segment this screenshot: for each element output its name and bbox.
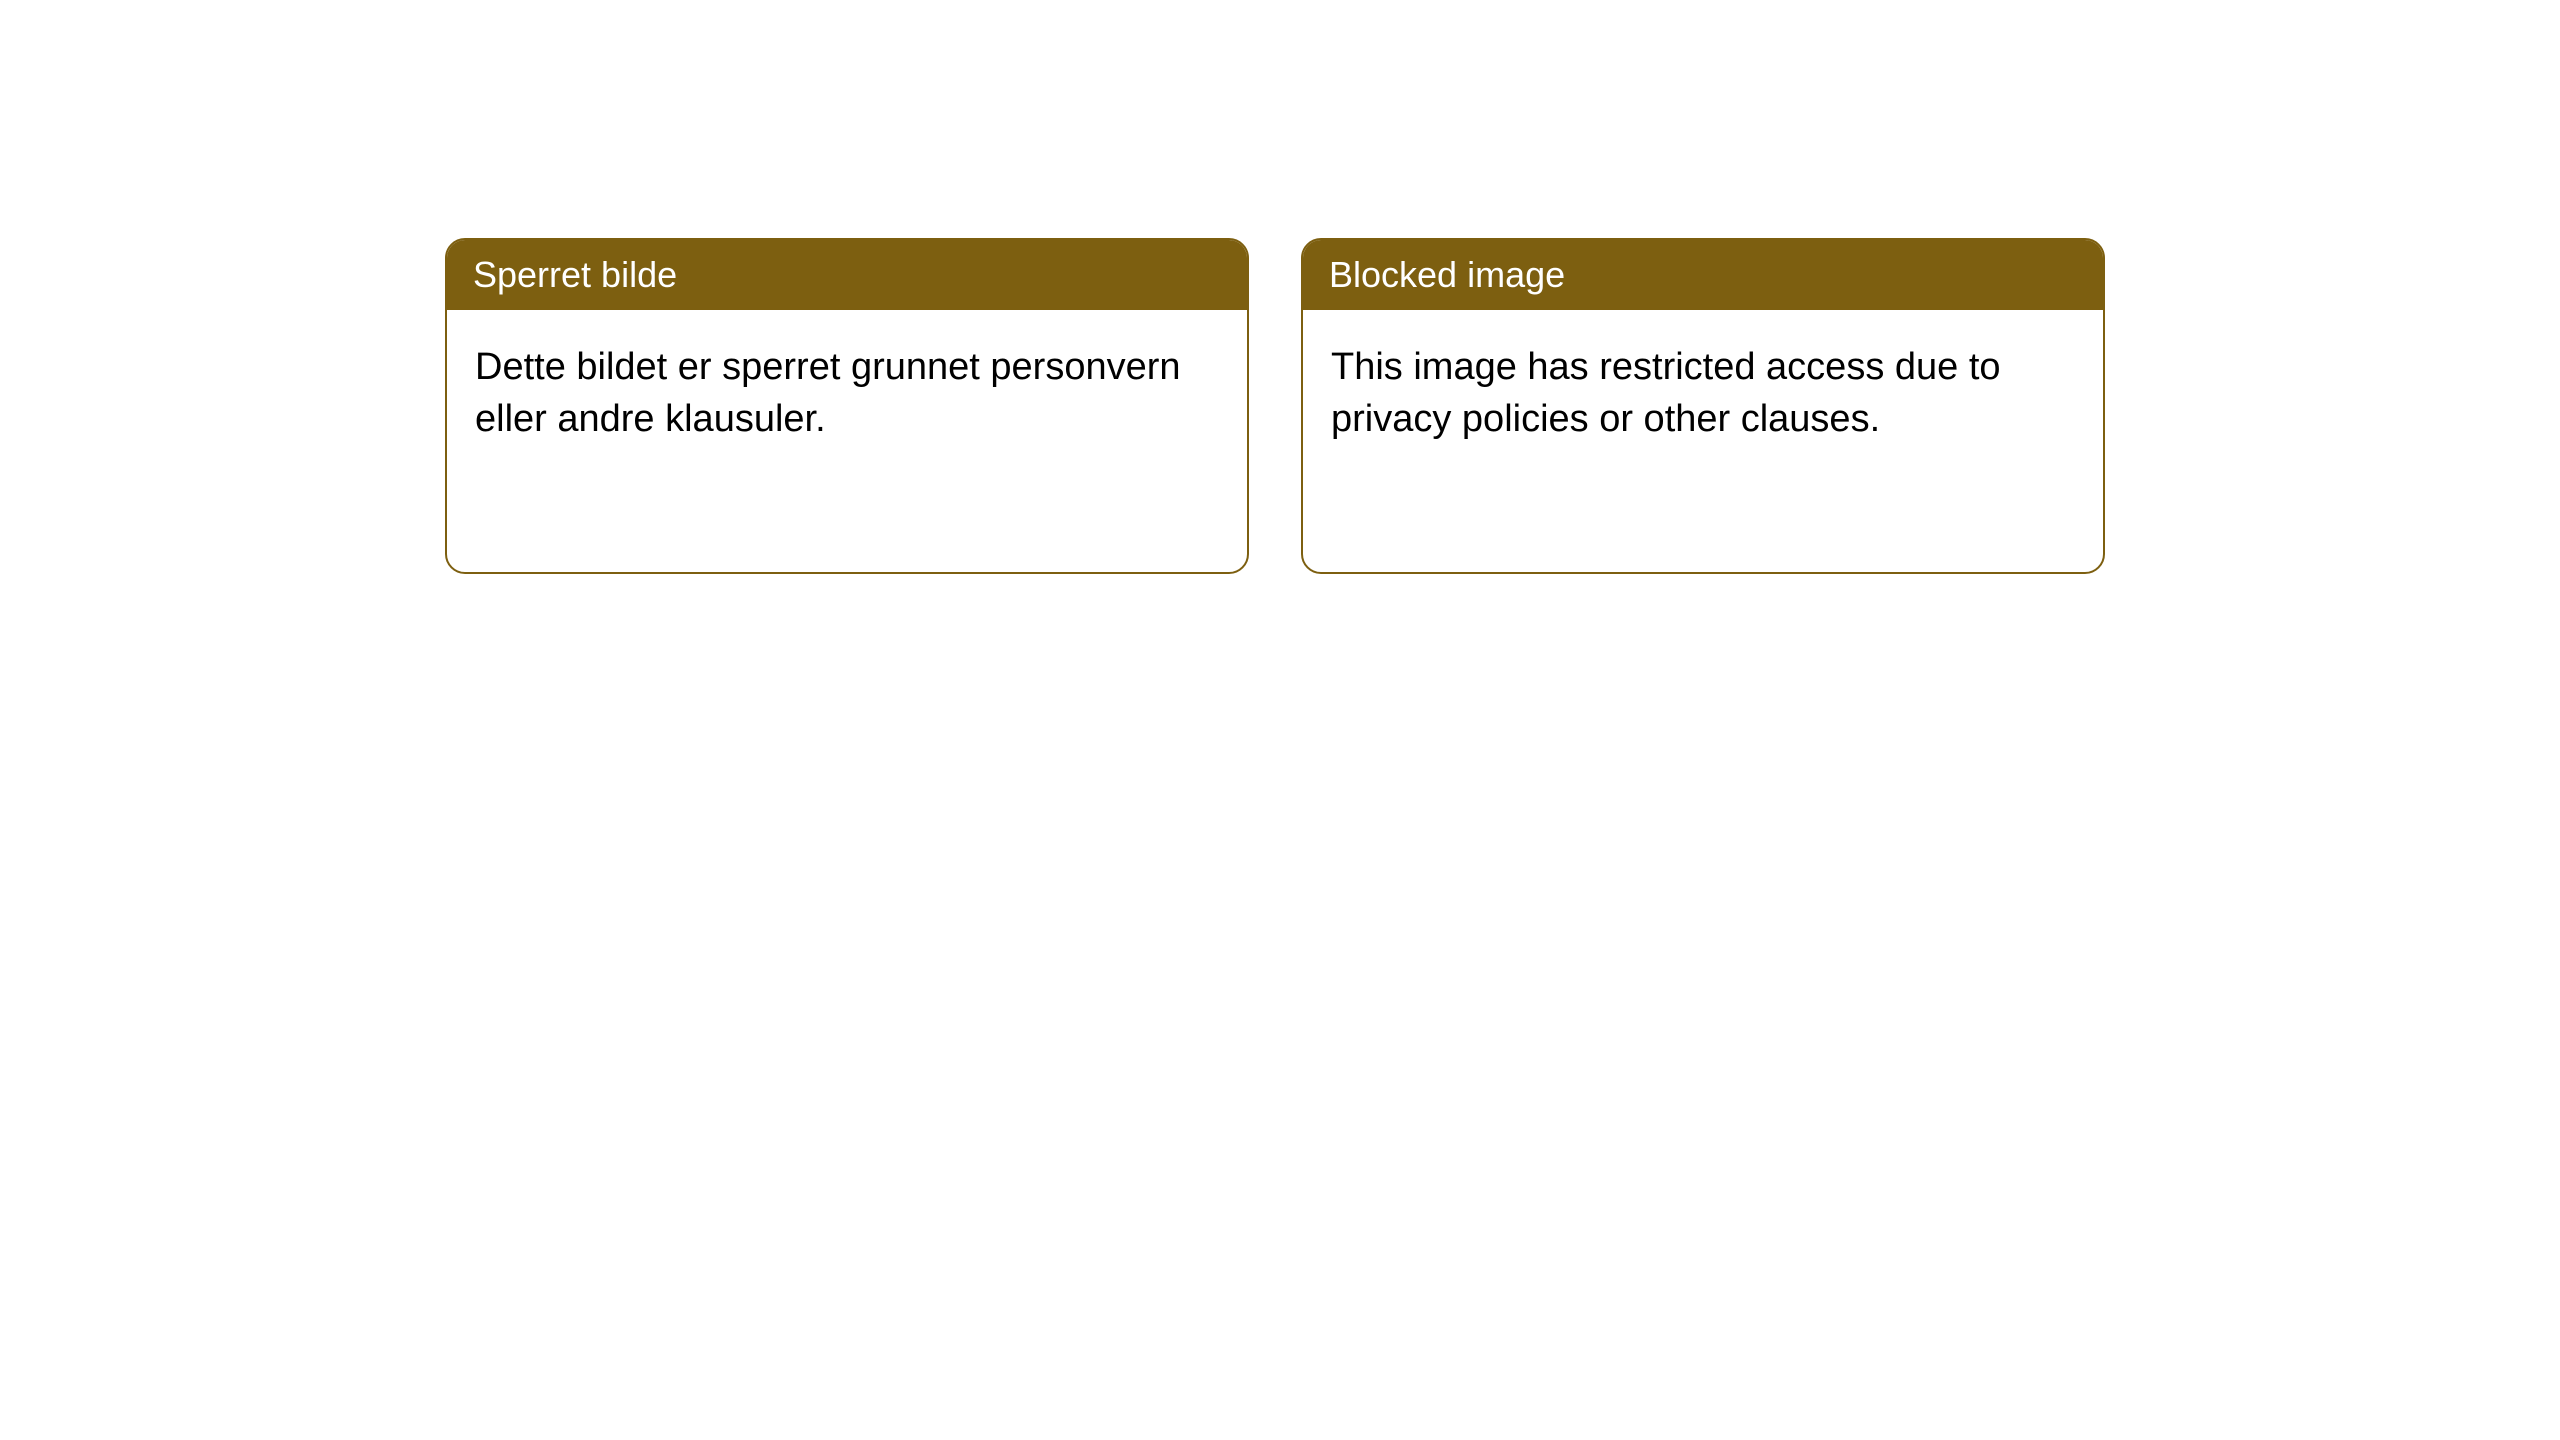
notice-title: Blocked image <box>1303 240 2103 310</box>
notice-title: Sperret bilde <box>447 240 1247 310</box>
notice-card-norwegian: Sperret bilde Dette bildet er sperret gr… <box>445 238 1249 574</box>
notice-body: Dette bildet er sperret grunnet personve… <box>447 310 1247 477</box>
notice-container: Sperret bilde Dette bildet er sperret gr… <box>0 0 2560 574</box>
notice-body: This image has restricted access due to … <box>1303 310 2103 477</box>
notice-card-english: Blocked image This image has restricted … <box>1301 238 2105 574</box>
